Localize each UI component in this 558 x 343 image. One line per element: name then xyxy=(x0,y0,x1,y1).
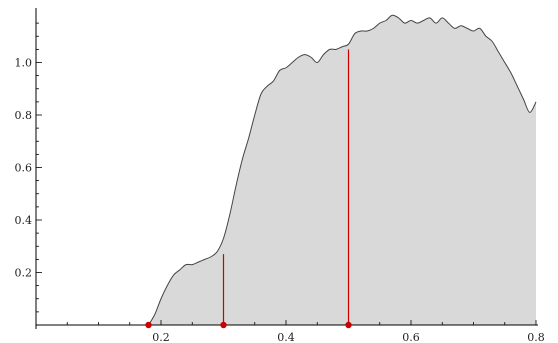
plot-area: 0.2 0.4 0.6 0.8 0.2 0.4 0.6 0.8 1.0 xyxy=(15,8,545,343)
y-tick-label: 0.2 xyxy=(15,267,33,280)
x-tick-label: 0.6 xyxy=(402,331,420,343)
red-marker-point xyxy=(220,321,227,329)
red-marker-point xyxy=(145,321,152,329)
area-fill xyxy=(148,15,536,326)
y-tick-label: 0.4 xyxy=(15,214,33,227)
series-line xyxy=(148,14,537,326)
y-tick-label: 0.6 xyxy=(15,162,33,175)
x-tick-label: 0.4 xyxy=(277,331,295,343)
red-marker-point xyxy=(345,321,352,329)
y-tick-label: 1.0 xyxy=(15,57,33,70)
x-tick-label: 0.8 xyxy=(527,331,545,343)
y-tick-label: 0.8 xyxy=(15,109,33,122)
x-tick-label: 0.2 xyxy=(152,331,170,343)
